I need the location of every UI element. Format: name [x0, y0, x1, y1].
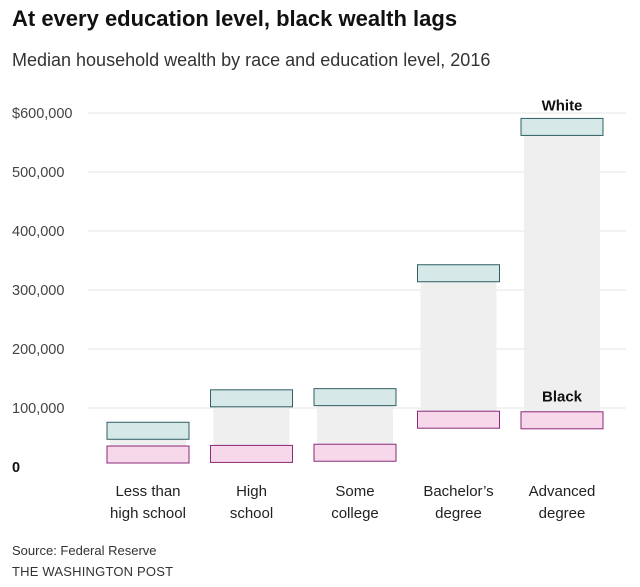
bar-black — [520, 411, 604, 430]
bar-white — [106, 421, 190, 440]
y-tick-label: $600,000 — [12, 106, 72, 122]
range-bar — [524, 135, 600, 427]
x-tick-label: school — [230, 505, 273, 522]
x-tick-label: Advanced — [529, 483, 596, 500]
x-tick-label: Bachelor’s — [423, 483, 493, 500]
legend-label-white: White — [542, 97, 583, 114]
bar-black — [106, 445, 190, 464]
chart-subtitle: Median household wealth by race and educ… — [12, 50, 491, 70]
bar-black — [313, 443, 397, 462]
y-tick-label: 0 — [12, 460, 20, 476]
x-tick-label: degree — [435, 505, 482, 522]
x-tick-label: Some — [335, 483, 374, 500]
y-tick-label: 200,000 — [12, 342, 64, 358]
y-tick-label: 100,000 — [12, 401, 64, 417]
data-marks — [106, 117, 604, 464]
range-bar — [420, 281, 497, 426]
x-tick-label: High — [236, 483, 267, 500]
x-axis: Less than high school High school Some colleg… — [110, 483, 595, 522]
y-tick-label: 500,000 — [12, 165, 64, 181]
bar-white — [210, 389, 293, 408]
bar-white — [313, 388, 397, 407]
legend-label-black: Black — [542, 388, 583, 405]
y-tick-label: 300,000 — [12, 283, 64, 299]
x-tick-label: high school — [110, 505, 186, 522]
range-bars — [110, 135, 600, 461]
x-tick-label: Less than — [115, 483, 180, 500]
bar-white — [520, 117, 604, 136]
bar-white — [417, 264, 500, 283]
y-tick-label: 400,000 — [12, 224, 64, 240]
bar-black — [417, 410, 500, 429]
x-tick-label: degree — [539, 505, 586, 522]
x-tick-label: college — [331, 505, 379, 522]
bar-black — [210, 444, 293, 463]
source-note: Source: Federal Reserve — [12, 543, 157, 558]
y-axis: 0 100,000 200,000 300,000 400,000 500,000 $600… — [12, 106, 72, 476]
annotations: White Black — [542, 97, 583, 405]
publisher-credit: THE WASHINGTON POST — [12, 564, 174, 579]
chart-title: At every education level, black wealth l… — [12, 6, 458, 31]
